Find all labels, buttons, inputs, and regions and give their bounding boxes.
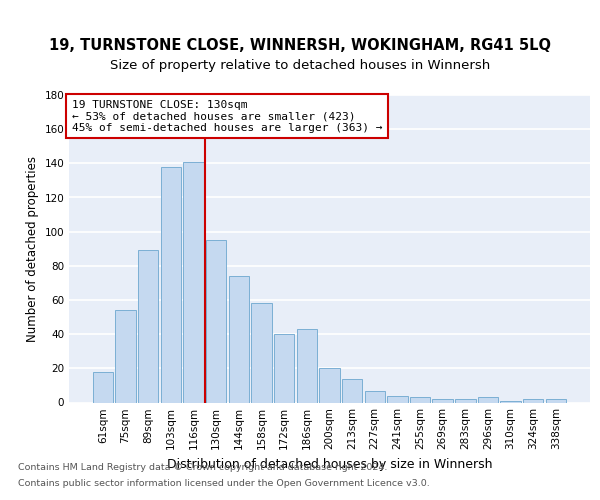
Bar [342, 378, 362, 402]
Bar [115, 310, 136, 402]
Bar [274, 334, 294, 402]
Text: Contains HM Land Registry data © Crown copyright and database right 2024.: Contains HM Land Registry data © Crown c… [18, 464, 388, 472]
Bar [206, 240, 226, 402]
Bar [251, 304, 272, 402]
Bar [387, 396, 407, 402]
Bar [183, 162, 203, 402]
Bar [410, 398, 430, 402]
Y-axis label: Number of detached properties: Number of detached properties [26, 156, 39, 342]
Bar [229, 276, 249, 402]
Bar [523, 399, 544, 402]
Text: Contains public sector information licensed under the Open Government Licence v3: Contains public sector information licen… [18, 478, 430, 488]
Bar [365, 390, 385, 402]
Bar [500, 401, 521, 402]
Text: Size of property relative to detached houses in Winnersh: Size of property relative to detached ho… [110, 60, 490, 72]
Bar [433, 399, 453, 402]
Bar [92, 372, 113, 402]
Bar [296, 329, 317, 402]
Text: 19 TURNSTONE CLOSE: 130sqm
← 53% of detached houses are smaller (423)
45% of sem: 19 TURNSTONE CLOSE: 130sqm ← 53% of deta… [71, 100, 382, 133]
Bar [546, 399, 566, 402]
Text: 19, TURNSTONE CLOSE, WINNERSH, WOKINGHAM, RG41 5LQ: 19, TURNSTONE CLOSE, WINNERSH, WOKINGHAM… [49, 38, 551, 52]
Bar [455, 399, 476, 402]
X-axis label: Distribution of detached houses by size in Winnersh: Distribution of detached houses by size … [167, 458, 492, 471]
Bar [161, 167, 181, 402]
Bar [478, 398, 498, 402]
Bar [319, 368, 340, 402]
Bar [138, 250, 158, 402]
